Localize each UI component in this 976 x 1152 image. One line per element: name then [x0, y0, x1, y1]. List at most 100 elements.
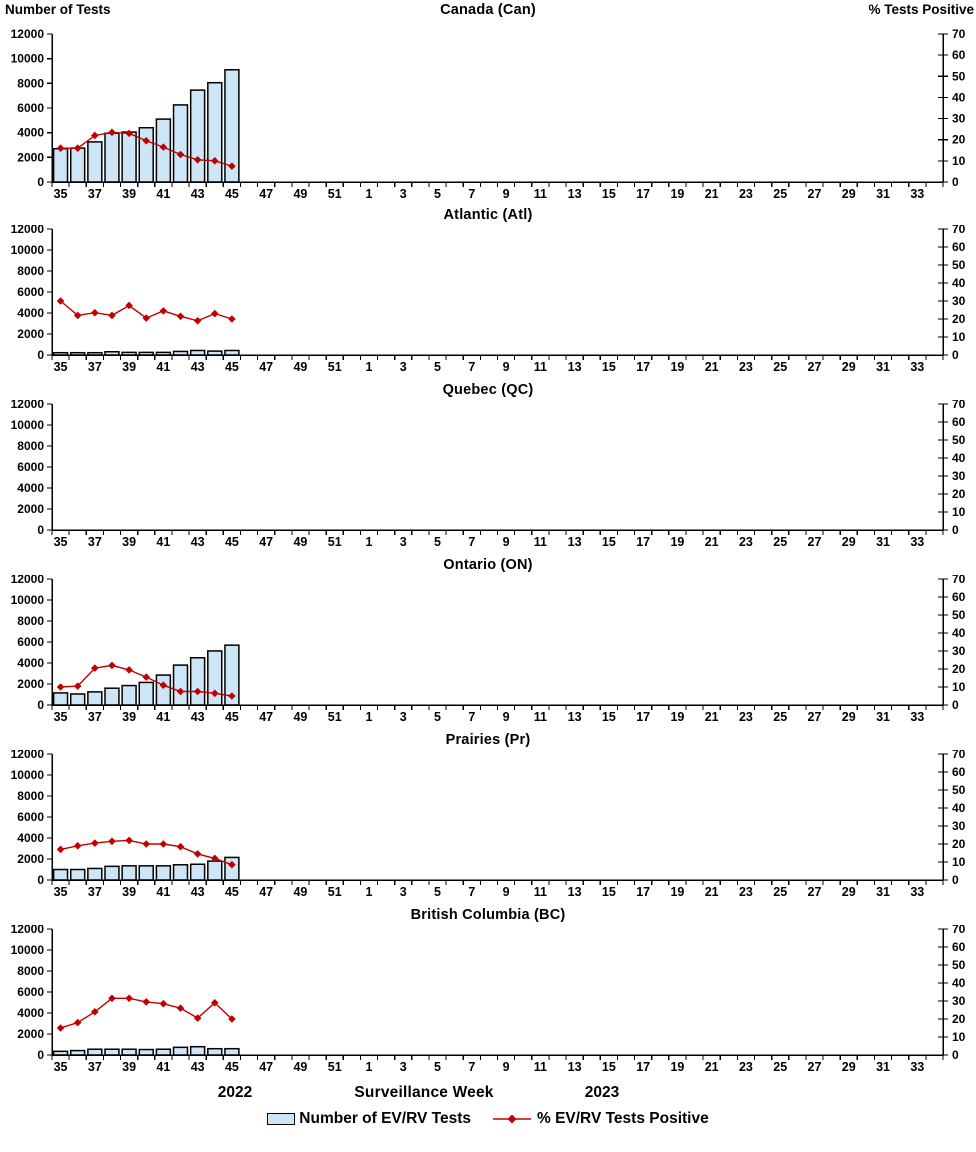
x-tick-label: 17	[636, 360, 650, 374]
y-left-tick-label: 8000	[17, 789, 44, 803]
bar-week-35	[52, 868, 69, 881]
x-tick-label: 11	[534, 885, 547, 899]
marker-week-37	[91, 664, 99, 672]
y-right-tick-label: 0	[952, 175, 959, 189]
y-right-ticks: 0 10 20 30 40 50 60 70	[938, 225, 966, 362]
x-tick-label: 35	[54, 535, 68, 549]
x-tick-label: 47	[259, 535, 273, 549]
y-right-tick-label: 20	[952, 1012, 966, 1026]
x-tick-label: 39	[122, 710, 136, 724]
legend: Number of EV/RV Tests % EV/RV Tests Posi…	[0, 1110, 976, 1128]
x-tick-label: 35	[54, 1060, 68, 1074]
bar-week-38	[104, 350, 120, 356]
y-right-ticks: 0 10 20 30 40 50 60 70	[938, 400, 966, 537]
y-left-tick-label: 12000	[11, 925, 45, 936]
x-tick-label: 49	[293, 710, 307, 724]
y-left-tick-label: 4000	[17, 481, 44, 495]
bar-week-45	[224, 1047, 240, 1056]
y-right-tick-label: 0	[952, 698, 959, 712]
x-tick-label: 37	[88, 885, 102, 899]
x-tick-label: 27	[808, 535, 822, 549]
bars	[52, 349, 240, 356]
x-tick-label: 29	[842, 535, 856, 549]
bar-week-42	[172, 104, 189, 183]
marker-week-43	[193, 1014, 202, 1022]
x-tick-label: 45	[225, 187, 239, 201]
x-tick-label: 15	[602, 1060, 616, 1074]
x-tick-label: 35	[54, 187, 68, 201]
x-tick-label: 41	[156, 187, 170, 201]
marker-week-44	[210, 157, 219, 165]
y-left-tick-label: 8000	[17, 76, 44, 90]
y-left-tick-label: 10000	[11, 943, 45, 957]
x-tick-label: 49	[293, 1060, 307, 1074]
y-left-tick-label: 10000	[11, 418, 45, 432]
x-tick-label: 47	[259, 710, 273, 724]
bars	[52, 644, 240, 706]
x-tick-label: 35	[54, 360, 68, 374]
bar-week-45	[224, 349, 240, 356]
axes	[51, 404, 944, 531]
bar-week-42	[172, 864, 189, 881]
marker-week-41	[159, 307, 168, 315]
y-left-tick-label: 6000	[17, 985, 44, 999]
x-tick-label: 19	[670, 187, 684, 201]
x-tick-label: 13	[568, 885, 582, 899]
y-right-tick-label: 30	[952, 994, 966, 1008]
chart-atlantic: 0 2000 4000 6000 8000 10000 12000 0 10 20 30 40 50 60…	[11, 225, 966, 374]
x-tick-label: 11	[534, 1060, 547, 1074]
x-tick-label: 5	[434, 360, 441, 374]
x-tick-label: 3	[400, 535, 407, 549]
bar-week-39	[121, 351, 137, 356]
x-tick-label: 9	[503, 1060, 510, 1074]
bars	[52, 69, 240, 183]
legend-item-tests: Number of EV/RV Tests	[267, 1110, 471, 1128]
bar-week-44	[207, 860, 223, 881]
x-tick-label: 1	[366, 187, 373, 201]
bar-week-42	[172, 350, 189, 356]
y-right-tick-label: 60	[952, 415, 966, 429]
bar-week-44	[207, 1047, 223, 1056]
x-tick-label: 5	[434, 710, 441, 724]
bar-week-42	[172, 664, 189, 706]
x-tick-label: 21	[705, 535, 719, 549]
bar-week-41	[155, 865, 172, 881]
x-tick-label: 43	[191, 885, 205, 899]
y-right-tick-label: 10	[952, 855, 966, 869]
y-left-tick-label: 4000	[17, 831, 44, 845]
y-right-tick-label: 20	[952, 487, 966, 501]
bar-week-35	[52, 147, 69, 183]
x-tick-label: 1	[366, 360, 373, 374]
x-tick-label: 51	[328, 360, 342, 374]
bars	[52, 1045, 240, 1056]
year-label-2023: 2023	[584, 1084, 620, 1101]
y-left-tick-label: 12000	[11, 575, 45, 586]
y-left-tick-label: 0	[37, 698, 44, 712]
y-left-tick-label: 4000	[17, 1006, 44, 1020]
bar-week-43	[189, 863, 206, 881]
bar-week-39	[121, 131, 137, 183]
chart-prairies: 0 2000 4000 6000 8000 10000 12000 0 10 20 30 40 50 60…	[11, 750, 966, 899]
y-right-tick-label: 50	[952, 958, 966, 972]
y-right-tick-label: 10	[952, 680, 966, 694]
x-tick-label: 5	[434, 885, 441, 899]
bar-week-36	[69, 147, 86, 183]
marker-week-36	[73, 1018, 82, 1027]
y-right-tick-label: 50	[952, 69, 966, 83]
x-tick-label: 31	[876, 1060, 890, 1074]
y-left-tick-label: 0	[37, 873, 44, 887]
y-left-tick-label: 4000	[17, 126, 44, 140]
x-tick-label: 27	[808, 187, 822, 201]
x-tick-label: 43	[191, 710, 205, 724]
x-tick-label: 49	[293, 187, 307, 201]
y-left-tick-label: 8000	[17, 439, 44, 453]
y-left-tick-label: 4000	[17, 656, 44, 670]
marker-week-45	[228, 860, 236, 869]
y-left-ticks: 0 2000 4000 6000 8000 10000 12000	[11, 750, 52, 887]
x-tick-label: 23	[739, 360, 753, 374]
y-left-tick-label: 12000	[11, 750, 45, 761]
x-tick-label: 27	[808, 360, 822, 374]
y-right-tick-label: 50	[952, 783, 966, 797]
x-tick-label: 15	[602, 535, 616, 549]
x-tick-label: 47	[259, 885, 273, 899]
